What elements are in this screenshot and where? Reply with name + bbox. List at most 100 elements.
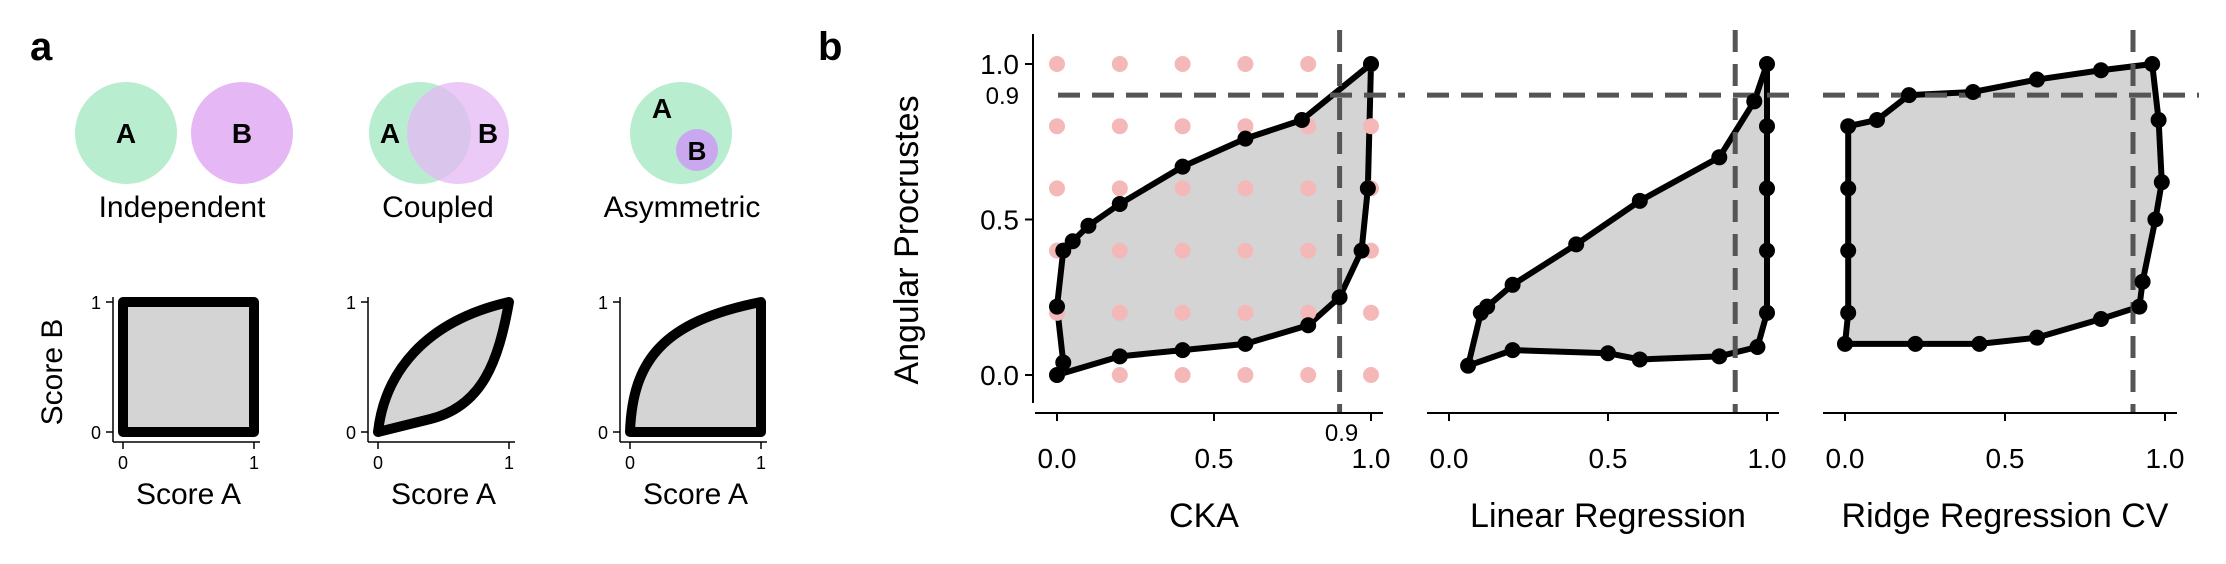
boundary-point [1300, 317, 1317, 334]
reference-label-y: 0.9 [986, 83, 1019, 110]
y-axis-label: Angular Procrustes [888, 95, 926, 384]
boundary-point [1631, 192, 1648, 209]
boundary-point [1111, 195, 1128, 212]
x-tick-label: 0.0 [1038, 443, 1077, 474]
grid-point [1363, 304, 1379, 321]
grid-point [1300, 242, 1317, 259]
venn-label-a: A [380, 118, 400, 149]
grid-point [1363, 118, 1379, 135]
boundary-point [2153, 174, 2170, 191]
grid-point [1363, 367, 1379, 383]
boundary-point [1840, 118, 1857, 135]
boundary-point [1840, 180, 1857, 197]
boundary-point [1504, 342, 1521, 359]
y-tick-label: 0.0 [980, 360, 1019, 391]
boundary-point [1869, 111, 1885, 128]
boundary-point [1174, 158, 1191, 175]
panel-a-label: a [30, 25, 53, 69]
grid-point [1049, 56, 1065, 72]
boundary-point [2029, 71, 2045, 88]
boundary-point [1472, 304, 1489, 321]
venn-circle-a [630, 82, 732, 184]
venn-label-b: B [688, 136, 707, 166]
y-axis-label: Score B [36, 319, 69, 426]
boundary-point [1504, 276, 1521, 293]
boundary-point [1711, 149, 1728, 166]
reference-label-x: 0.9 [1325, 420, 1358, 447]
boundary-point [1907, 335, 1924, 352]
boundary-point [1971, 335, 1988, 352]
venn-independent: A B Independent [75, 82, 293, 224]
boundary-point [2150, 111, 2167, 128]
boundary-point [1080, 217, 1097, 234]
grid-point [1111, 242, 1128, 259]
x-tick-label: 0.0 [1430, 443, 1469, 474]
x-tick-label: 0 [625, 453, 635, 473]
x-axis-label: Ridge Regression CV [1842, 497, 2169, 535]
grid-point [1174, 56, 1191, 72]
x-axis-label: Score A [391, 478, 496, 511]
boundary-point [1837, 335, 1853, 352]
grid-point [1237, 118, 1254, 135]
venn-label-b: B [232, 118, 252, 149]
grid-point [1111, 180, 1128, 197]
boundary-point [1759, 242, 1775, 259]
grid-point [1237, 56, 1254, 72]
grid-point [1174, 304, 1191, 321]
x-tick-label: 1 [756, 453, 766, 473]
boundary-point [1759, 56, 1775, 72]
boundary-point [1759, 180, 1775, 197]
x-tick-label: 1.0 [2146, 443, 2185, 474]
grid-point [1174, 180, 1191, 197]
feasible-region [373, 297, 514, 437]
y-tick-label: 1.0 [980, 49, 1019, 80]
boundary-point [1901, 87, 1917, 104]
x-tick-label: 1.0 [1748, 443, 1787, 474]
feasible-region [1842, 61, 2165, 347]
boundary-point [1840, 242, 1857, 259]
boundary-point [1840, 304, 1857, 321]
x-axis-label: Score A [136, 478, 241, 511]
venn-label-a: A [116, 118, 136, 149]
venn-label-b: B [478, 118, 498, 149]
boundary-point [1055, 354, 1072, 371]
grid-point [1237, 242, 1254, 259]
mini-chart-coupled: 00 1 1 Score A [346, 293, 515, 511]
x-tick-label: 1 [504, 453, 514, 473]
boundary-point [2093, 311, 2109, 328]
venn-circle-b [676, 129, 718, 171]
boundary-point [1331, 289, 1348, 306]
venn-circle-b [407, 82, 509, 184]
y-tick-label: 1 [598, 293, 608, 313]
grid-point [1300, 180, 1317, 197]
grid-point [1049, 180, 1065, 197]
grid-point [1237, 180, 1254, 197]
venn-caption: Asymmetric [604, 191, 761, 224]
boundary-point [1359, 180, 1376, 197]
venn-circle-b [191, 82, 293, 184]
grid-point [1300, 367, 1317, 383]
boundary-point [1749, 339, 1766, 356]
boundary-point [1049, 298, 1065, 315]
grid-point [1111, 56, 1128, 72]
feasible-region [1054, 61, 1374, 378]
x-tick-label: 0.0 [1826, 443, 1865, 474]
x-tick-label: 0.5 [1195, 443, 1234, 474]
grid-point [1174, 367, 1191, 383]
mini-chart-asymmetric: 00 1 1 Score A [598, 293, 767, 511]
x-axis-label: CKA [1169, 497, 1239, 535]
panel-b-label: b [818, 25, 842, 69]
venn-caption: Independent [99, 191, 266, 224]
grid-point [1174, 118, 1191, 135]
boundary-point [2144, 56, 2161, 72]
x-tick-label: 0 [118, 453, 128, 473]
x-tick-label: 1 [249, 453, 259, 473]
venn-coupled: A B Coupled [369, 82, 509, 224]
boundary-point [1746, 93, 1763, 110]
boundary-point [1293, 111, 1310, 128]
grid-point [1300, 304, 1317, 321]
feasible-region [118, 297, 259, 437]
boundary-point [2029, 329, 2045, 346]
